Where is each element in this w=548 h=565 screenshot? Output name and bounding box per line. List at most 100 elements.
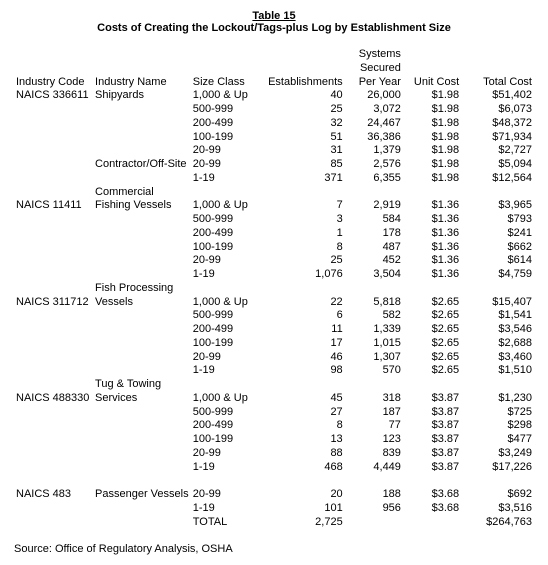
cell-est: 31: [257, 144, 344, 158]
cell-est: 101: [257, 502, 344, 516]
page-container: Table 15 Costs of Creating the Lockout/T…: [0, 0, 548, 565]
cell-unit: $3.87: [403, 392, 461, 406]
cell-est: 20: [257, 488, 344, 502]
cell-sys: 3,072: [345, 103, 403, 117]
cell-name: Commercial: [93, 186, 191, 200]
header-row-3: Industry Code Industry Name Size Class E…: [14, 76, 534, 90]
cell-tot: $662: [461, 241, 534, 255]
cell-est: 25: [257, 254, 344, 268]
cell-size: 1-19: [191, 172, 258, 186]
cell-est: 7: [257, 199, 344, 213]
table-row: 100-199 13 123 $3.87 $477: [14, 433, 534, 447]
cell-unit: $2.65: [403, 323, 461, 337]
table-row: Fish Processing: [14, 282, 534, 296]
cell-sys: 188: [345, 488, 403, 502]
cell-sys: 318: [345, 392, 403, 406]
cell-tot: $725: [461, 406, 534, 420]
cell-sys: 26,000: [345, 89, 403, 103]
cell-unit: $1.36: [403, 199, 461, 213]
table-row: Contractor/Off-Site 20-99 85 2,576 $1.98…: [14, 158, 534, 172]
cell-unit: $1.98: [403, 131, 461, 145]
cell-tot: $48,372: [461, 117, 534, 131]
table-row: 20-99 46 1,307 $2.65 $3,460: [14, 351, 534, 365]
cell-sys: 187: [345, 406, 403, 420]
cell-size: 100-199: [191, 131, 258, 145]
cell-size: 200-499: [191, 323, 258, 337]
cell-tot: $51,402: [461, 89, 534, 103]
cell-size: 200-499: [191, 227, 258, 241]
table-row: Tug & Towing: [14, 378, 534, 392]
table-row: 500-999 25 3,072 $1.98 $6,073: [14, 103, 534, 117]
table-row: 1-19 468 4,449 $3.87 $17,226: [14, 461, 534, 475]
cost-table: Systems Secured Industry Code Industry N…: [14, 48, 534, 529]
cell-est: 22: [257, 296, 344, 310]
cell-est: 1,076: [257, 268, 344, 282]
cell-est: 25: [257, 103, 344, 117]
table-row: NAICS 483 Passenger Vessels 20-99 20 188…: [14, 488, 534, 502]
cell-sys: 123: [345, 433, 403, 447]
table-row: NAICS 488330 Services 1,000 & Up 45 318 …: [14, 392, 534, 406]
cell-code: NAICS 483: [14, 488, 93, 502]
table-row: 500-999 27 187 $3.87 $725: [14, 406, 534, 420]
cell-unit: $3.87: [403, 419, 461, 433]
cell-est: 17: [257, 337, 344, 351]
cell-size: 1-19: [191, 461, 258, 475]
cell-unit: $1.98: [403, 144, 461, 158]
cell-unit: $1.36: [403, 268, 461, 282]
cell-size: 1,000 & Up: [191, 296, 258, 310]
table-row: 200-499 8 77 $3.87 $298: [14, 419, 534, 433]
cell-unit: $1.36: [403, 227, 461, 241]
cell-est: 8: [257, 419, 344, 433]
cell-tot: $3,965: [461, 199, 534, 213]
table-row: 20-99 25 452 $1.36 $614: [14, 254, 534, 268]
cell-est: 51: [257, 131, 344, 145]
cell-unit: $1.36: [403, 213, 461, 227]
table-row: 100-199 17 1,015 $2.65 $2,688: [14, 337, 534, 351]
table-row: 100-199 51 36,386 $1.98 $71,934: [14, 131, 534, 145]
cell-tot: $15,407: [461, 296, 534, 310]
col-establishments: Establishments: [257, 76, 344, 90]
cell-size: 100-199: [191, 241, 258, 255]
cell-est: 27: [257, 406, 344, 420]
table-row: 1-19 371 6,355 $1.98 $12,564: [14, 172, 534, 186]
cell-tot: $241: [461, 227, 534, 241]
cell-unit: $1.36: [403, 241, 461, 255]
cell-tot: $793: [461, 213, 534, 227]
cell-est: 468: [257, 461, 344, 475]
cell-tot: $3,460: [461, 351, 534, 365]
cell-unit: $3.87: [403, 447, 461, 461]
col-size-class: Size Class: [191, 76, 258, 90]
cell-size: 20-99: [191, 351, 258, 365]
cell-sys: 839: [345, 447, 403, 461]
cell-sys: 584: [345, 213, 403, 227]
cell-name: Fishing Vessels: [93, 199, 191, 213]
table-row: 1-19 1,076 3,504 $1.36 $4,759: [14, 268, 534, 282]
cell-est: 1: [257, 227, 344, 241]
cell-unit: $3.68: [403, 502, 461, 516]
cell-unit: $1.98: [403, 89, 461, 103]
cell-tot: $2,727: [461, 144, 534, 158]
table-row: 1-19 101 956 $3.68 $3,516: [14, 502, 534, 516]
cell-code: NAICS 311712: [14, 296, 93, 310]
cell-size: 200-499: [191, 117, 258, 131]
cell-unit: $2.65: [403, 351, 461, 365]
cell-est: 11: [257, 323, 344, 337]
cell-unit: $1.98: [403, 158, 461, 172]
cell-size: 20-99: [191, 158, 258, 172]
cell-sys: 1,307: [345, 351, 403, 365]
cell-size: 1-19: [191, 268, 258, 282]
cell-sys: 570: [345, 364, 403, 378]
cell-tot: $1,510: [461, 364, 534, 378]
cell-sys: 2,919: [345, 199, 403, 213]
col-industry-code: Industry Code: [14, 76, 93, 90]
cell-tot: $12,564: [461, 172, 534, 186]
table-row: 20-99 31 1,379 $1.98 $2,727: [14, 144, 534, 158]
cell-est: 8: [257, 241, 344, 255]
table-number: Table 15: [14, 10, 534, 22]
cell-size: 1,000 & Up: [191, 89, 258, 103]
col-industry-name: Industry Name: [93, 76, 191, 90]
cell-tot: $6,073: [461, 103, 534, 117]
total-row: TOTAL 2,725 $264,763: [14, 516, 534, 530]
cell-sys: 3,504: [345, 268, 403, 282]
cell-name: Fish Processing: [93, 282, 191, 296]
